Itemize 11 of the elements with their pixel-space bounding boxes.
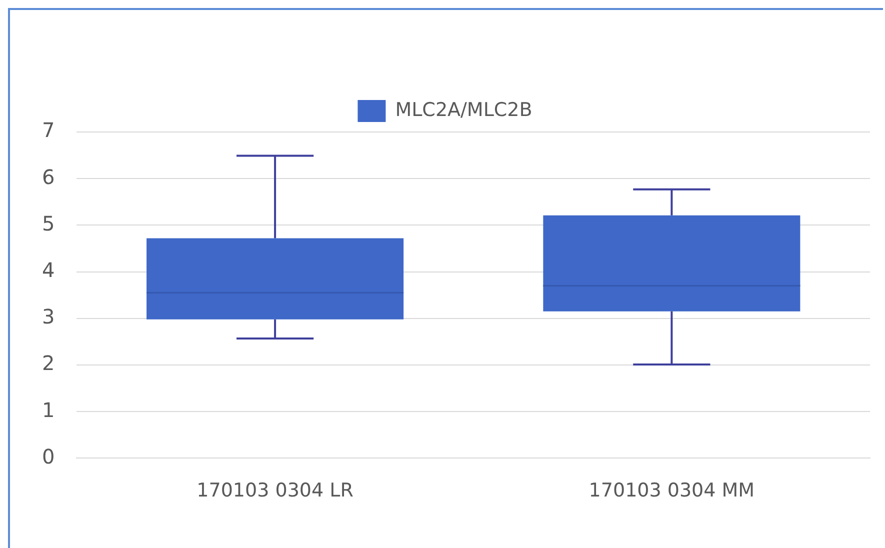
y-tick-label: 3	[42, 304, 55, 329]
legend-label: MLC2A/MLC2B	[395, 98, 532, 121]
x-tick-label: 170103 0304 MM	[588, 480, 755, 502]
y-tick-label: 5	[42, 211, 55, 236]
y-tick-label: 6	[42, 164, 55, 189]
y-tick-label: 7	[42, 118, 55, 142]
y-tick-label: 2	[42, 351, 55, 376]
x-tick-label: 170103 0304 LR	[196, 480, 354, 502]
y-tick-label: 4	[42, 258, 55, 282]
y-tick-label: 1	[42, 398, 55, 422]
y-tick-label: 0	[42, 444, 55, 468]
